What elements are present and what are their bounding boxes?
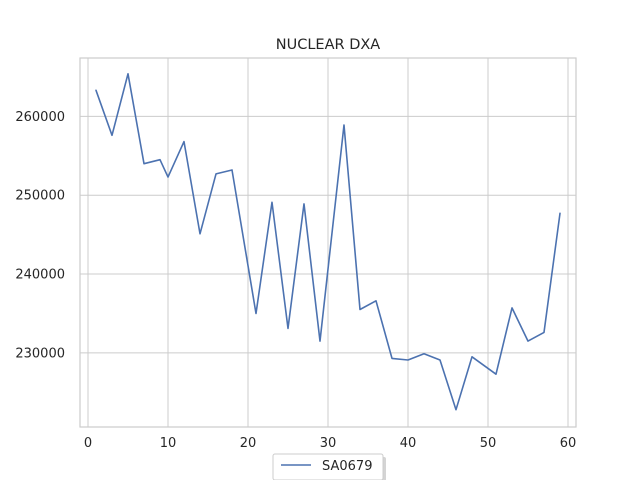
y-tick-label: 230000	[15, 346, 65, 361]
series-line	[95, 73, 561, 411]
x-tick-label: 50	[480, 436, 497, 451]
y-tick-labels: 230000 240000 250000 260000	[15, 110, 65, 362]
legend-box	[272, 453, 384, 480]
x-tick-labels: 0 10 20 30 40 50 60	[84, 436, 576, 451]
legend-label: SA0679	[322, 459, 372, 474]
chart-title: NUCLEAR DXA	[276, 37, 381, 53]
x-tick-label: 10	[160, 436, 177, 451]
plot-frame	[79, 57, 577, 428]
y-tick-label: 250000	[15, 189, 65, 204]
x-tick-label: 0	[84, 436, 92, 451]
x-tick-label: 60	[560, 436, 577, 451]
legend: SA0679	[272, 453, 386, 480]
y-tick-label: 240000	[15, 268, 65, 283]
x-tick-label: 30	[320, 436, 337, 451]
grid-lines	[80, 58, 576, 427]
x-tick-label: 40	[400, 436, 417, 451]
series-lines	[95, 73, 561, 411]
x-tick-label: 20	[240, 436, 257, 451]
y-tick-label: 260000	[15, 110, 65, 125]
